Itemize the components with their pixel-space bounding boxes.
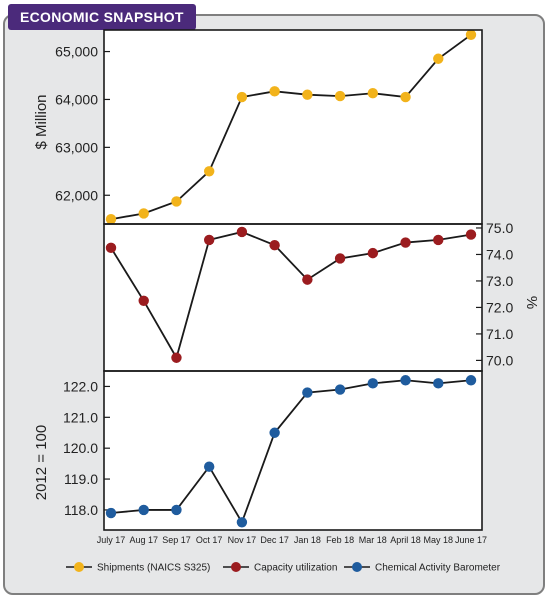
data-point xyxy=(269,239,280,251)
data-point xyxy=(465,29,477,40)
x-tick-label: Mar 18 xyxy=(359,535,387,545)
data-point xyxy=(302,274,313,285)
y-tick-label: 118.0 xyxy=(64,502,98,518)
y-axis-label: $ Million xyxy=(33,94,50,149)
data-point xyxy=(400,91,411,103)
data-point xyxy=(269,86,280,97)
y-tick-label: 121.0 xyxy=(63,409,98,425)
x-tick-label: Jan 18 xyxy=(294,535,321,545)
data-point xyxy=(367,247,379,259)
data-point xyxy=(171,196,182,207)
data-point xyxy=(203,234,215,246)
data-point xyxy=(236,91,248,103)
y-tick-label: 72.0 xyxy=(486,299,513,315)
y-tick-label: 119.0 xyxy=(64,471,98,487)
data-point xyxy=(367,88,379,99)
data-point xyxy=(302,387,313,398)
y-tick-label: 71.0 xyxy=(486,326,513,342)
x-tick-label: July 17 xyxy=(97,535,126,545)
legend-marker xyxy=(231,562,241,572)
data-point xyxy=(105,507,117,519)
legend-label: Chemical Activity Barometer xyxy=(375,563,501,574)
data-point xyxy=(334,384,346,395)
data-point xyxy=(400,375,411,386)
series-line xyxy=(110,379,472,525)
data-point xyxy=(171,504,182,516)
data-point xyxy=(138,295,149,307)
y-tick-label: 73.0 xyxy=(486,273,513,289)
x-tick-label: Feb 18 xyxy=(326,535,354,545)
data-point xyxy=(302,89,313,100)
data-point xyxy=(433,53,444,64)
y-tick-label: 75.0 xyxy=(486,220,513,236)
x-tick-label: April 18 xyxy=(390,535,421,545)
data-point xyxy=(433,378,444,389)
data-point xyxy=(269,427,280,438)
x-tick-label: Dec 17 xyxy=(260,535,289,545)
x-tick-label: Nov 17 xyxy=(228,535,257,545)
y-tick-label: 122.0 xyxy=(63,378,98,394)
x-tick-label: Aug 17 xyxy=(129,535,158,545)
data-point xyxy=(105,214,117,225)
panel-3-background xyxy=(104,371,482,530)
y-axis-label: % xyxy=(523,296,540,309)
y-tick-label: 65,000 xyxy=(55,44,98,60)
x-tick-label: June 17 xyxy=(455,535,487,545)
data-point xyxy=(171,352,182,363)
data-point xyxy=(203,166,215,177)
data-point xyxy=(367,378,379,389)
data-point xyxy=(465,375,477,386)
panel-3-border xyxy=(103,370,483,531)
panel-2-background xyxy=(104,224,482,371)
data-point xyxy=(138,208,149,219)
x-tick-label: Sep 17 xyxy=(162,535,191,545)
y-tick-label: 74.0 xyxy=(486,246,513,262)
data-point xyxy=(203,461,215,472)
legend-marker xyxy=(74,562,84,572)
series-line xyxy=(110,34,472,221)
legend-label: Shipments (NAICS S325) xyxy=(97,563,210,574)
chart-title-banner: ECONOMIC SNAPSHOT xyxy=(8,4,196,30)
y-tick-label: 63,000 xyxy=(55,139,98,155)
data-point xyxy=(236,517,248,528)
y-tick-label: 62,000 xyxy=(55,187,98,203)
y-axis-label: 2012 = 100 xyxy=(33,425,50,501)
data-point xyxy=(334,90,346,102)
data-point xyxy=(400,237,411,248)
series-line xyxy=(110,231,472,361)
panel-1-background xyxy=(104,30,482,224)
data-point xyxy=(105,242,117,254)
legend-marker xyxy=(352,562,362,572)
y-tick-label: 64,000 xyxy=(55,91,98,107)
data-point xyxy=(236,226,248,238)
legend-label: Capacity utilization xyxy=(254,563,337,574)
y-tick-label: 70.0 xyxy=(486,352,513,368)
data-point xyxy=(138,504,149,516)
data-point xyxy=(465,229,477,240)
x-tick-label: Oct 17 xyxy=(196,535,223,545)
data-point xyxy=(433,234,444,246)
y-tick-label: 120.0 xyxy=(63,440,98,456)
data-point xyxy=(334,253,346,264)
x-tick-label: May 18 xyxy=(424,535,454,545)
